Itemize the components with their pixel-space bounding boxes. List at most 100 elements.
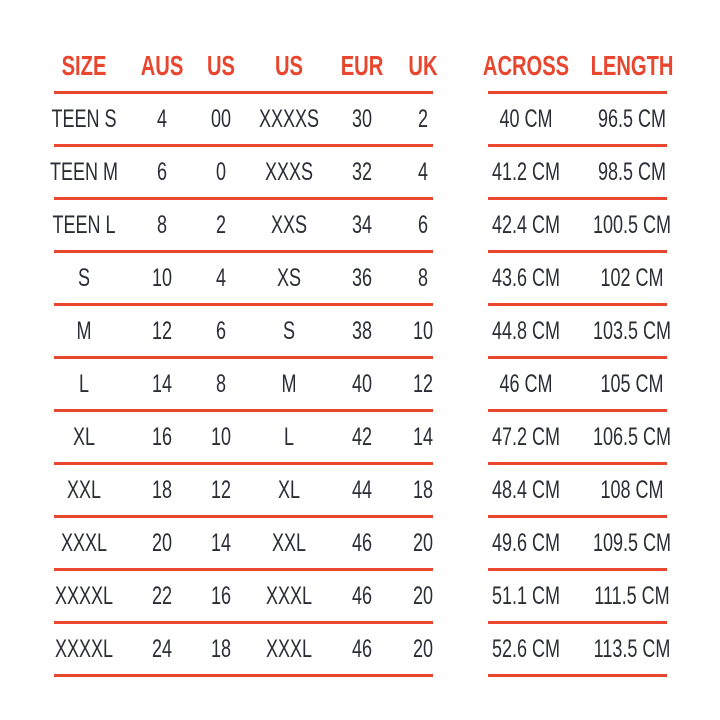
cell-eur: 46 <box>351 634 373 663</box>
table-row: S 10 4 XS 36 8 <box>54 253 433 306</box>
cell-eur: 38 <box>351 316 373 345</box>
cell-across: 40 CM <box>499 104 553 133</box>
table-row: 52.6 CM 113.5 CM <box>488 624 671 677</box>
header-aus: AUS <box>140 49 184 81</box>
cell-across: 51.1 CM <box>491 581 561 610</box>
table-row: TEEN M 6 0 XXXS 32 4 <box>50 147 433 200</box>
cell-uk: 8 <box>417 263 429 292</box>
cell-us-num: 8 <box>215 369 227 398</box>
cell-length: 108 CM <box>600 475 664 504</box>
table-row: 42.4 CM 100.5 CM <box>488 200 671 253</box>
cell-us-num: 0 <box>215 157 227 186</box>
cell-across: 42.4 CM <box>491 210 561 239</box>
table-row: XXXL 20 14 XXL 46 20 <box>54 518 433 571</box>
size-conversion-table: SIZE AUS US US EUR UK TEEN S 4 00 XXXXS 30 2 T… <box>50 40 438 677</box>
table-row: M 12 6 S 38 10 <box>54 306 433 359</box>
cell-eur: 46 <box>351 528 373 557</box>
cell-us-letter: XS <box>276 263 302 292</box>
cell-length: 111.5 CM <box>594 581 670 610</box>
table-row: 46 CM 105 CM <box>488 359 667 412</box>
cell-us-letter: XXXS <box>264 157 314 186</box>
cell-uk: 18 <box>412 475 434 504</box>
cell-us-num: 6 <box>215 316 227 345</box>
table-row: 51.1 CM 111.5 CM <box>488 571 670 624</box>
cell-uk: 10 <box>412 316 434 345</box>
cell-us-letter: S <box>282 316 296 345</box>
cell-aus: 20 <box>151 528 173 557</box>
table-row: XL 16 10 L 42 14 <box>54 412 433 465</box>
header-eur: EUR <box>340 49 384 81</box>
cell-across: 41.2 CM <box>491 157 561 186</box>
cell-uk: 20 <box>412 528 434 557</box>
cell-us-letter: XXXXS <box>258 104 320 133</box>
measurements-table: ACROSS LENGTH 40 CM 96.5 CM 41.2 CM 98.5 CM… <box>482 40 673 677</box>
cell-uk: 20 <box>412 581 434 610</box>
cell-aus: 10 <box>151 263 173 292</box>
cell-us-letter: XXXL <box>265 581 313 610</box>
cell-us-letter: XXS <box>270 210 308 239</box>
cell-eur: 44 <box>351 475 373 504</box>
cell-across: 49.6 CM <box>491 528 561 557</box>
cell-us-num: 12 <box>210 475 232 504</box>
cell-us-letter: XXXL <box>265 634 313 663</box>
header-uk: UK <box>408 49 438 81</box>
cell-size: XXXXL <box>54 581 114 610</box>
table-row: XXXXL 24 18 XXXL 46 20 <box>54 624 433 677</box>
measurements-header: ACROSS LENGTH <box>482 40 673 94</box>
cell-us-letter: XXL <box>271 528 307 557</box>
cell-across: 43.6 CM <box>491 263 561 292</box>
table-row: 40 CM 96.5 CM <box>488 94 667 147</box>
cell-across: 52.6 CM <box>491 634 561 663</box>
cell-eur: 42 <box>351 422 373 451</box>
cell-length: 106.5 CM <box>592 422 672 451</box>
table-row: 44.8 CM 103.5 CM <box>488 306 672 359</box>
cell-length: 96.5 CM <box>597 104 667 133</box>
table-row: 43.6 CM 102 CM <box>488 253 667 306</box>
cell-eur: 30 <box>351 104 373 133</box>
header-us-letter: US <box>274 49 304 81</box>
cell-us-num: 14 <box>210 528 232 557</box>
cell-us-letter: XL <box>277 475 301 504</box>
table-row: XXXXL 22 16 XXXL 46 20 <box>54 571 433 624</box>
table-row: 41.2 CM 98.5 CM <box>488 147 667 200</box>
cell-across: 46 CM <box>499 369 553 398</box>
cell-size: TEEN L <box>52 210 116 239</box>
cell-size: TEEN S <box>51 104 117 133</box>
size-conversion-header: SIZE AUS US US EUR UK <box>54 40 438 94</box>
table-row: 47.2 CM 106.5 CM <box>488 412 672 465</box>
cell-uk: 2 <box>417 104 429 133</box>
table-row: 49.6 CM 109.5 CM <box>488 518 672 571</box>
cell-us-letter: L <box>283 422 295 451</box>
cell-us-letter: M <box>281 369 297 398</box>
cell-eur: 34 <box>351 210 373 239</box>
cell-uk: 14 <box>412 422 434 451</box>
table-row: L 14 8 M 40 12 <box>54 359 433 412</box>
cell-length: 113.5 CM <box>593 634 671 663</box>
cell-aus: 22 <box>151 581 173 610</box>
header-across: ACROSS <box>482 49 570 81</box>
cell-size: XL <box>72 422 96 451</box>
cell-size: L <box>78 369 90 398</box>
cell-size: XXXL <box>60 528 108 557</box>
cell-us-num: 10 <box>210 422 232 451</box>
cell-length: 103.5 CM <box>592 316 672 345</box>
cell-aus: 14 <box>151 369 173 398</box>
cell-length: 109.5 CM <box>592 528 672 557</box>
cell-size: XXL <box>66 475 102 504</box>
cell-uk: 12 <box>412 369 434 398</box>
cell-us-num: 16 <box>210 581 232 610</box>
table-row: XXL 18 12 XL 44 18 <box>54 465 433 518</box>
cell-length: 102 CM <box>600 263 664 292</box>
cell-size: S <box>77 263 91 292</box>
header-us-numeric: US <box>206 49 236 81</box>
cell-eur: 40 <box>351 369 373 398</box>
cell-uk: 20 <box>412 634 434 663</box>
cell-aus: 24 <box>151 634 173 663</box>
cell-eur: 32 <box>351 157 373 186</box>
cell-size: XXXXL <box>54 634 114 663</box>
cell-aus: 16 <box>151 422 173 451</box>
cell-us-num: 00 <box>210 104 232 133</box>
cell-length: 105 CM <box>600 369 664 398</box>
cell-aus: 4 <box>156 104 168 133</box>
cell-eur: 36 <box>351 263 373 292</box>
